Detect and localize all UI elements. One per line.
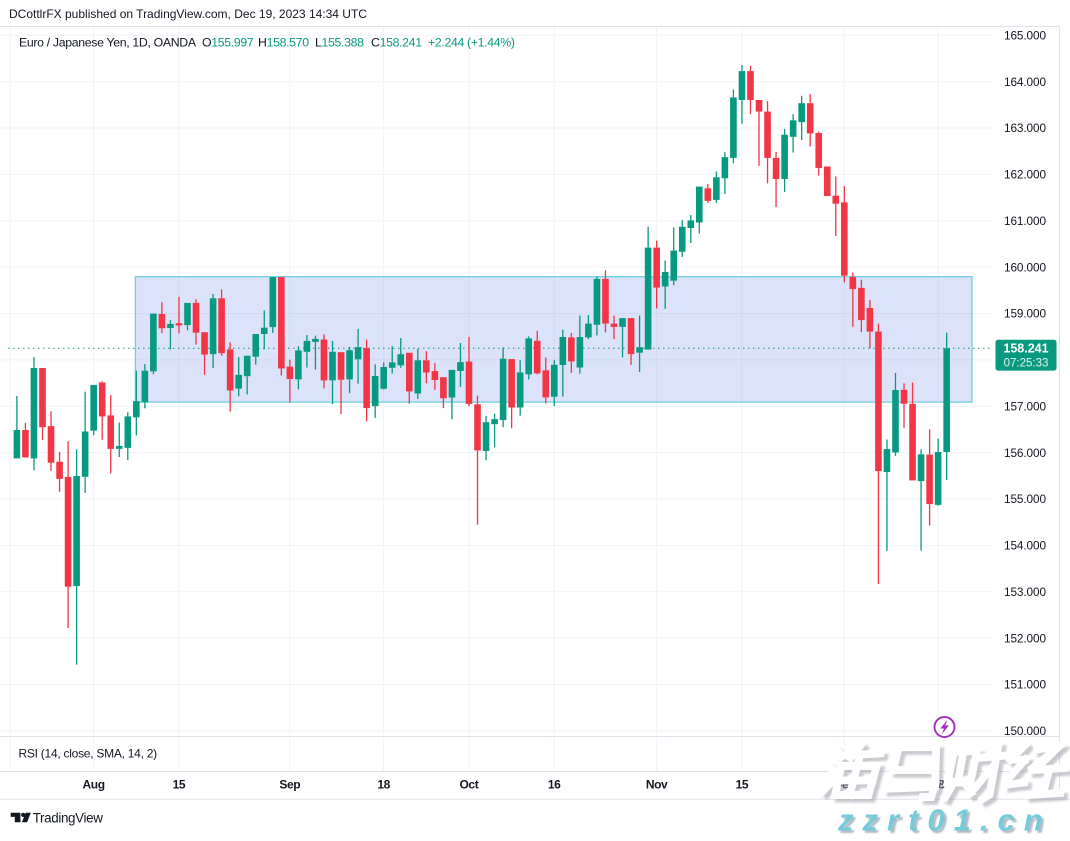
svg-text:161.000: 161.000 <box>1004 214 1046 228</box>
svg-text:Aug: Aug <box>83 778 105 792</box>
svg-text:15: 15 <box>173 778 186 792</box>
svg-text:Oct: Oct <box>459 778 478 792</box>
svg-text:158.241: 158.241 <box>1003 342 1048 356</box>
svg-text:157.000: 157.000 <box>1004 400 1046 414</box>
svg-text:156.000: 156.000 <box>1004 446 1046 460</box>
svg-text:165.000: 165.000 <box>1004 29 1046 43</box>
svg-text:160.000: 160.000 <box>1004 260 1046 274</box>
svg-text:zzrt01.cn: zzrt01.cn <box>837 803 1052 837</box>
svg-text:18: 18 <box>377 778 390 792</box>
svg-text:154.000: 154.000 <box>1004 539 1046 553</box>
svg-text:153.000: 153.000 <box>1004 585 1046 599</box>
svg-text:150.000: 150.000 <box>1004 724 1046 738</box>
svg-text:DCottlrFX published on Trading: DCottlrFX published on TradingView.com, … <box>9 7 367 21</box>
svg-text:TradingView: TradingView <box>33 810 104 825</box>
svg-text:Nov: Nov <box>646 778 668 792</box>
svg-text:07:25:33: 07:25:33 <box>1004 358 1049 370</box>
svg-text:164.000: 164.000 <box>1004 75 1046 89</box>
svg-text:162.000: 162.000 <box>1004 168 1046 182</box>
svg-text:RSI (14, close, SMA, 14, 2): RSI (14, close, SMA, 14, 2) <box>19 747 158 761</box>
svg-text:16: 16 <box>548 778 561 792</box>
svg-text:zzrt01.cn: zzrt01.cn <box>840 805 1055 836</box>
svg-text:Euro / Japanese Yen, 1D, OANDA: Euro / Japanese Yen, 1D, OANDA O155.997 H1… <box>19 35 515 49</box>
svg-text:159.000: 159.000 <box>1004 307 1046 321</box>
svg-text:15: 15 <box>736 778 749 792</box>
svg-text:151.000: 151.000 <box>1004 678 1046 692</box>
svg-text:152.000: 152.000 <box>1004 631 1046 645</box>
svg-text:155.000: 155.000 <box>1004 492 1046 506</box>
svg-text:163.000: 163.000 <box>1004 121 1046 135</box>
svg-text:Sep: Sep <box>279 778 300 792</box>
